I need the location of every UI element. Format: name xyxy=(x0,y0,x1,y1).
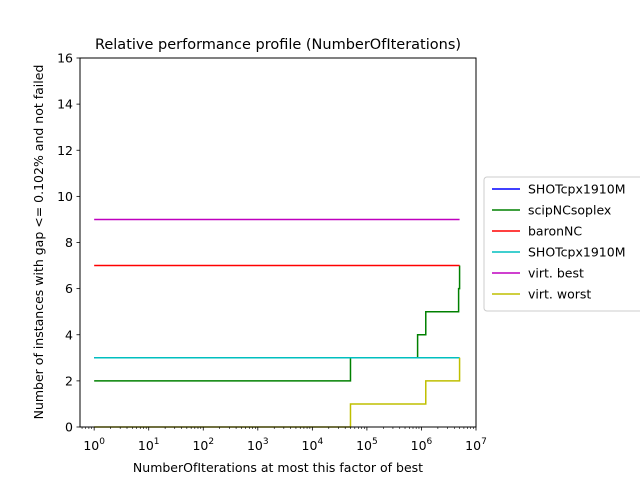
legend-label: SHOTcpx1910M xyxy=(528,182,626,197)
y-tick-label: 2 xyxy=(65,373,73,388)
series-line-1 xyxy=(94,265,461,382)
y-tick-label: 8 xyxy=(65,235,73,250)
x-tick-label: 103 xyxy=(247,437,269,453)
y-tick-label: 12 xyxy=(57,143,73,158)
y-axis-ticks: 0 2 4 6 8 10 12 14 16 xyxy=(57,51,80,435)
y-tick-label: 14 xyxy=(57,97,73,112)
x-axis-ticks: 100 101 102 103 104 105 106 107 xyxy=(81,427,487,453)
legend-label: virt. best xyxy=(528,266,584,281)
x-axis-label: NumberOfIterations at most this factor o… xyxy=(133,460,423,475)
legend: SHOTcpx1910M scipNCsoplex baronNC SHOTcpx19… xyxy=(483,176,640,312)
x-tick-label: 106 xyxy=(411,437,433,453)
y-tick-label: 4 xyxy=(65,327,73,342)
y-tick-label: 6 xyxy=(65,281,73,296)
legend-label: baronNC xyxy=(528,224,582,239)
legend-label: virt. worst xyxy=(528,287,591,302)
x-tick-label: 105 xyxy=(356,437,378,453)
y-tick-label: 0 xyxy=(65,420,73,435)
series-layer xyxy=(94,218,461,428)
legend-label: SHOTcpx1910M xyxy=(528,245,626,260)
y-tick-label: 16 xyxy=(57,51,73,66)
x-tick-label: 100 xyxy=(83,437,105,453)
x-tick-label: 107 xyxy=(465,437,487,453)
legend-box xyxy=(483,176,640,312)
legend-label: scipNCsoplex xyxy=(528,203,611,218)
y-axis-label: Number of instances with gap <= 0.102% a… xyxy=(31,65,46,420)
x-tick-label: 101 xyxy=(138,437,160,453)
x-tick-label: 102 xyxy=(192,437,214,453)
y-tick-label: 10 xyxy=(57,189,73,204)
x-tick-label: 104 xyxy=(302,437,324,453)
chart-title: Relative performance profile (NumberOfIt… xyxy=(95,37,461,53)
